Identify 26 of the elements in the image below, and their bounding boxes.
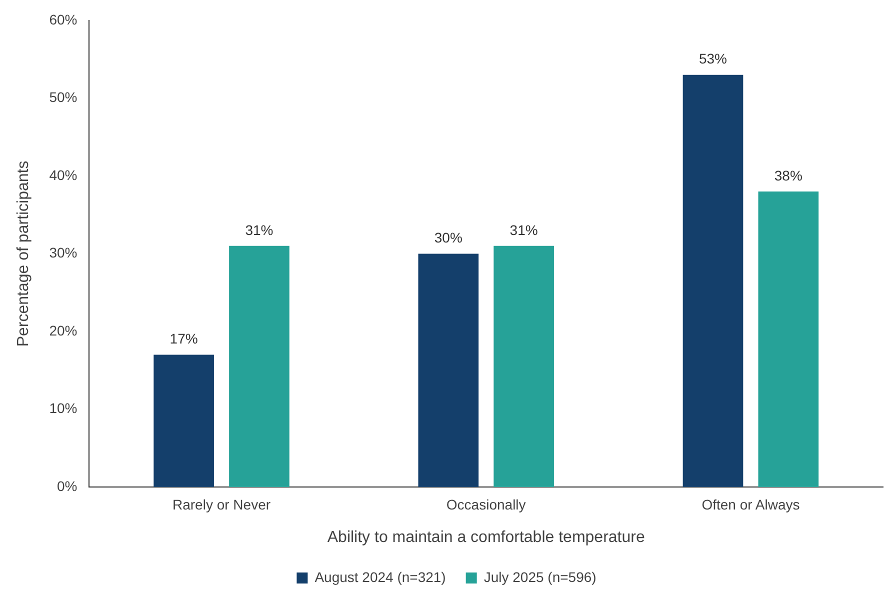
y-tick-label: 20% [49, 322, 78, 338]
x-tick-label: Rarely or Never [172, 496, 271, 512]
data-label: 30% [434, 230, 462, 246]
x-axis-title: Ability to maintain a comfortable temperature [327, 528, 645, 546]
x-tick-label: Often or Always [702, 496, 800, 512]
bar [682, 74, 744, 487]
y-tick-label: 50% [49, 89, 78, 106]
bar [229, 246, 290, 487]
bar [154, 354, 214, 487]
legend-label: August 2024 (n=321) [314, 568, 446, 585]
y-tick-label: 30% [49, 244, 78, 261]
y-axis-title: Percentage of participants [15, 160, 32, 347]
bar [758, 191, 819, 487]
y-tick-label: 40% [49, 166, 78, 183]
data-label: 31% [510, 222, 538, 238]
data-label: 53% [698, 50, 728, 67]
data-label: 17% [170, 330, 198, 347]
y-tick-label: 0% [56, 478, 78, 494]
y-tick-label: 10% [49, 400, 78, 416]
bar [494, 246, 554, 487]
data-label: 38% [774, 167, 802, 184]
x-tick-label: Occasionally [446, 496, 526, 512]
data-label: 31% [245, 222, 274, 238]
legend-label: July 2025 (n=596) [484, 568, 596, 585]
bar [418, 254, 479, 487]
y-tick-label: 60% [49, 11, 78, 28]
